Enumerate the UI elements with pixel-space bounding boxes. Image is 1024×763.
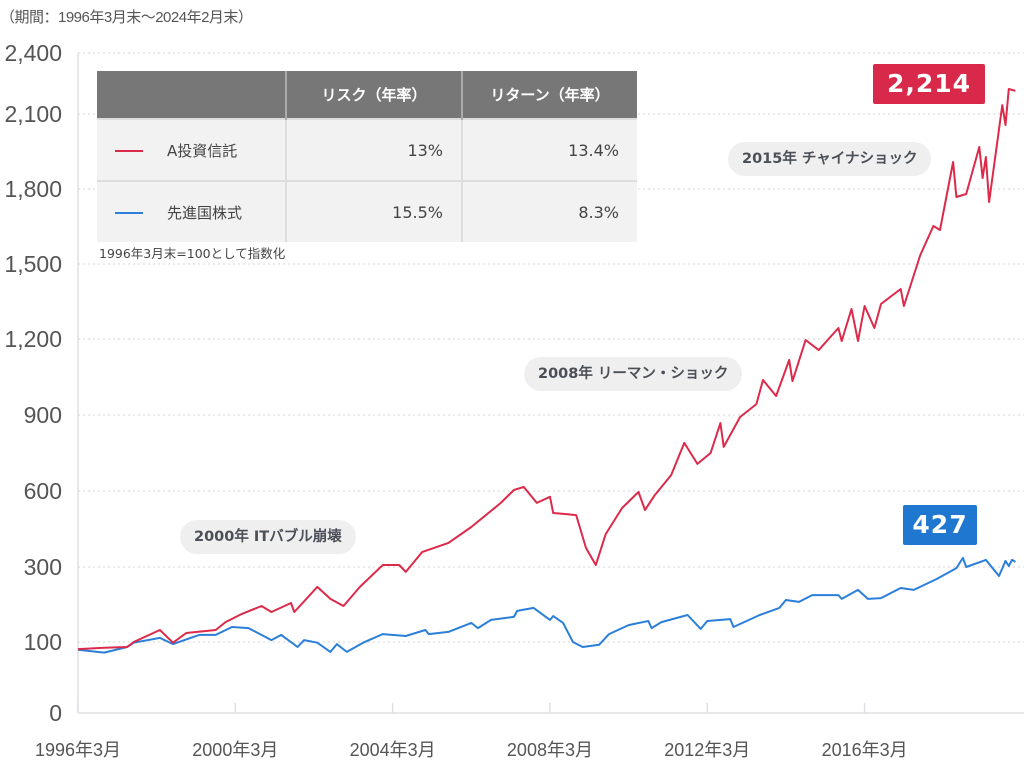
index-note: 1996年3月末=100として指数化 <box>99 246 286 261</box>
header-return: リターン（年率） <box>461 71 637 119</box>
annotation-it-bubble: 2000年 ITバブル崩壊 <box>180 520 356 554</box>
x-tick-label: 1996年3月 <box>35 740 121 760</box>
y-tick-label: 2,100 <box>4 101 62 127</box>
y-tick-label: 100 <box>24 629 62 655</box>
legend-cell: A投資信託 <box>97 118 286 181</box>
y-tick-label: 900 <box>24 402 62 428</box>
fund-end-value-label: 2,214 <box>873 64 985 104</box>
header-risk: リスク（年率） <box>285 71 462 119</box>
annotation-lehman-shock: 2008年 リーマン・ショック <box>524 357 743 391</box>
period-label: （期間：1996年3月末～2024年2月末） <box>0 9 253 26</box>
x-tick-label: 2012年3月 <box>664 740 750 760</box>
y-tick-label: 300 <box>24 554 62 580</box>
y-tick-label: 600 <box>24 478 62 504</box>
fund-a-line <box>77 88 1016 651</box>
header-blank <box>97 71 286 119</box>
axes <box>77 53 1024 714</box>
y-axis-labels: 0 100 300 600 900 1,200 1,500 1,800 2,100 2,400 <box>4 40 62 726</box>
return-value: 8.3% <box>461 180 637 242</box>
blue-line-swatch-icon <box>115 212 143 214</box>
table-row: A投資信託 13% 13.4% <box>97 118 637 181</box>
series-lines <box>77 88 1016 654</box>
series-name: 先進国株式 <box>167 203 243 222</box>
y-tick-label: 1,200 <box>4 326 62 352</box>
y-tick-label: 1,800 <box>4 176 62 202</box>
x-tick-label: 2004年3月 <box>350 740 436 760</box>
red-line-swatch-icon <box>115 150 143 152</box>
series-name: A投資信託 <box>167 141 238 160</box>
x-tick-label: 2016年3月 <box>822 740 908 760</box>
annotation-china-shock: 2015年 チャイナショック <box>728 142 932 176</box>
y-tick-label: 1,500 <box>4 251 62 277</box>
x-tick-label: 2008年3月 <box>507 740 593 760</box>
risk-return-table: リスク（年率） リターン（年率） A投資信託 13% 13.4% 先進国株式 1… <box>97 71 637 242</box>
risk-value: 15.5% <box>285 180 462 242</box>
developed-end-value-label: 427 <box>903 505 977 545</box>
developed-stocks-line <box>77 556 1016 654</box>
y-tick-label: 2,400 <box>4 40 62 66</box>
legend-cell: 先進国株式 <box>97 180 286 242</box>
table-header-row: リスク（年率） リターン（年率） <box>97 71 637 119</box>
x-axis-labels: 1996年3月 2000年3月 2004年3月 2008年3月 2012年3月 2016年… <box>35 740 908 760</box>
risk-value: 13% <box>285 118 462 181</box>
table-row: 先進国株式 15.5% 8.3% <box>97 180 637 242</box>
y-tick-label: 0 <box>49 700 62 726</box>
x-tick-label: 2000年3月 <box>192 740 278 760</box>
return-value: 13.4% <box>461 118 637 181</box>
